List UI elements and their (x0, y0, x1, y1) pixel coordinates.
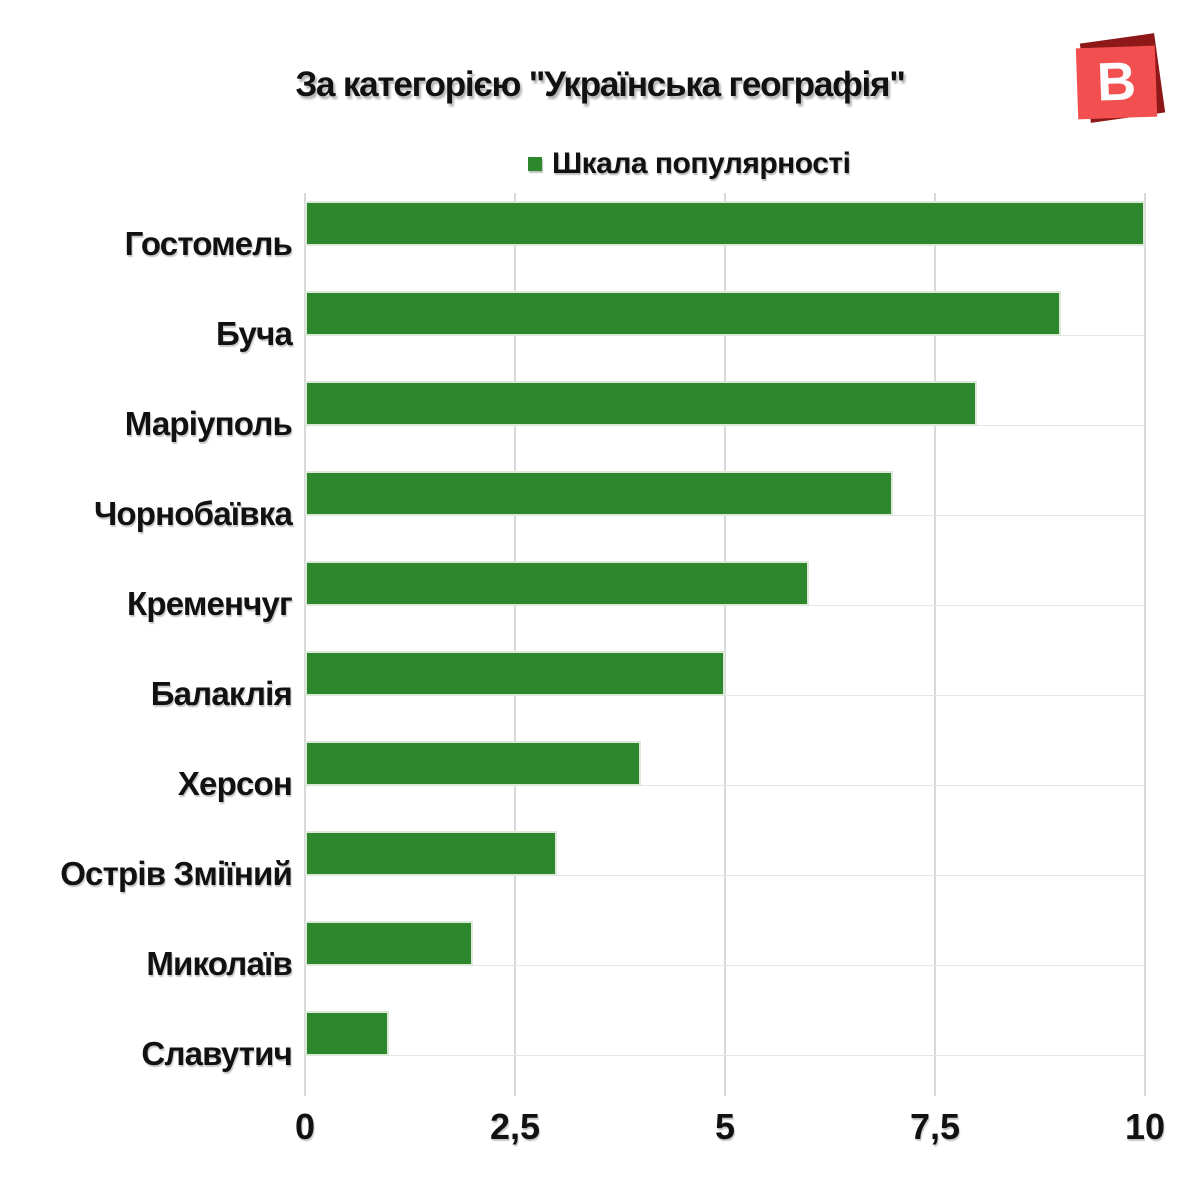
row-baseline (305, 695, 1145, 696)
grid-line (724, 193, 726, 1096)
bar-5 (305, 561, 809, 606)
category-label: Острів Зміїний (60, 855, 293, 892)
row-baseline (305, 875, 1145, 876)
bar-9 (305, 921, 473, 966)
category-label: Славутич (141, 1035, 292, 1072)
row-baseline (305, 785, 1145, 786)
legend-label: Шкала популярності (552, 147, 851, 180)
category-label: Кременчуг (127, 585, 293, 622)
x-tick-label: 7,5 (909, 1106, 961, 1147)
brand-logo: B (1075, 33, 1166, 123)
logo-letter: B (1095, 51, 1138, 113)
bar-8 (305, 831, 557, 876)
category-label: Херсон (177, 765, 293, 802)
legend-swatch-icon (528, 157, 542, 171)
legend: Шкала популярності (528, 147, 851, 180)
bar-2 (305, 291, 1061, 336)
grid-line (304, 193, 306, 1096)
category-label: Буча (216, 315, 293, 352)
grid-line (1144, 193, 1146, 1096)
bar-3 (305, 381, 977, 426)
row-baseline (305, 1055, 1145, 1056)
bar-4 (305, 471, 893, 516)
x-tick-label: 10 (1124, 1106, 1166, 1147)
grid-line (514, 193, 516, 1096)
bar-10 (305, 1011, 389, 1056)
logo-front-shape: B (1075, 45, 1158, 120)
category-label: Маріуполь (124, 405, 293, 442)
x-tick-label: 5 (714, 1106, 736, 1147)
row-baseline (305, 965, 1145, 966)
x-tick-label: 0 (294, 1106, 316, 1147)
grid-line (934, 193, 936, 1096)
chart-title: За категорією "Українська географія" (295, 65, 906, 104)
bar-7 (305, 741, 641, 786)
bar-6 (305, 651, 725, 696)
bar-1 (305, 201, 1145, 246)
category-label: Миколаїв (146, 945, 292, 982)
category-label: Чорнобаївка (94, 495, 293, 532)
category-label: Гостомель (124, 225, 293, 262)
x-tick-label: 2,5 (489, 1106, 541, 1147)
category-label: Балаклія (150, 675, 293, 712)
